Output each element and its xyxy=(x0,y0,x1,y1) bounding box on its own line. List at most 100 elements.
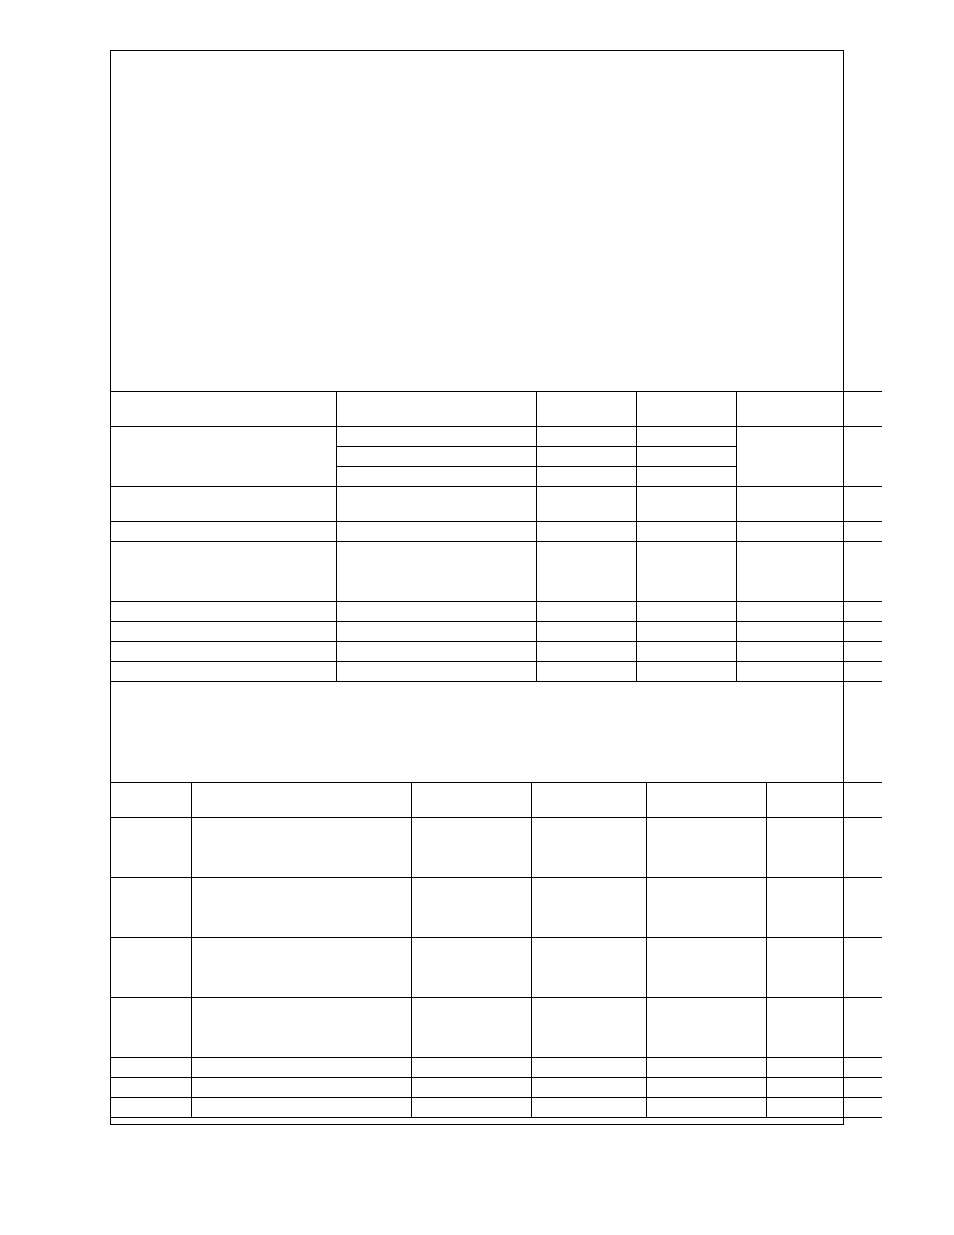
table-1-cell xyxy=(336,447,536,467)
table-1-cell xyxy=(636,542,736,602)
table-1-cell xyxy=(336,662,536,682)
table-2-cell xyxy=(531,938,646,998)
table-2-cell xyxy=(766,783,882,818)
table-1-cell xyxy=(536,602,636,622)
table-1-cell xyxy=(636,467,736,487)
table-2-cell xyxy=(111,998,191,1058)
table-1-cell xyxy=(336,642,536,662)
table-2-cell xyxy=(766,818,882,878)
outer-frame xyxy=(110,50,844,1125)
table-2-cell xyxy=(191,783,411,818)
table-2-cell xyxy=(411,1098,531,1118)
table-1-cell-merged-left xyxy=(111,427,336,487)
table-1-cell xyxy=(736,642,882,662)
table-1-cell xyxy=(336,392,536,427)
table-1-cell xyxy=(536,622,636,642)
table-2-cell xyxy=(646,878,766,938)
mid-blank-region xyxy=(111,682,843,782)
table-2-cell xyxy=(191,1098,411,1118)
table-2-cell xyxy=(191,878,411,938)
table-1-cell xyxy=(536,467,636,487)
table-2-cell xyxy=(531,1098,646,1118)
table-2-cell xyxy=(411,938,531,998)
table-2-cell xyxy=(411,818,531,878)
table-1-cell xyxy=(536,447,636,467)
table-1-cell xyxy=(636,622,736,642)
table-2-cell xyxy=(531,878,646,938)
table-2-cell xyxy=(766,1098,882,1118)
table-2-cell xyxy=(111,1098,191,1118)
table-2 xyxy=(111,782,843,1118)
table-2-cell xyxy=(111,1078,191,1098)
table-2-cell xyxy=(766,1078,882,1098)
table-1-cell xyxy=(536,427,636,447)
table-2-cell xyxy=(531,998,646,1058)
table-1-cell xyxy=(336,602,536,622)
table-2-cell xyxy=(111,938,191,998)
table-2-cell xyxy=(111,878,191,938)
table-2-cell xyxy=(191,818,411,878)
table-1-grid xyxy=(111,391,882,682)
table-1-cell xyxy=(111,392,336,427)
table-1 xyxy=(111,391,843,682)
table-1-cell xyxy=(636,642,736,662)
table-1-cell xyxy=(636,392,736,427)
table-1-cell xyxy=(536,522,636,542)
table-1-cell xyxy=(111,622,336,642)
table-2-cell xyxy=(191,998,411,1058)
table-2-cell xyxy=(646,818,766,878)
table-1-cell xyxy=(111,522,336,542)
table-2-cell xyxy=(646,1058,766,1078)
table-2-cell xyxy=(111,818,191,878)
table-2-cell xyxy=(191,1058,411,1078)
table-1-cell xyxy=(336,522,536,542)
table-2-cell xyxy=(411,878,531,938)
page xyxy=(0,0,954,1235)
table-1-cell xyxy=(111,642,336,662)
table-2-cell xyxy=(646,1098,766,1118)
table-1-cell xyxy=(336,467,536,487)
table-2-cell xyxy=(766,998,882,1058)
table-1-cell xyxy=(536,392,636,427)
table-2-cell xyxy=(191,938,411,998)
table-1-cell xyxy=(111,487,336,522)
table-2-cell xyxy=(766,1058,882,1078)
table-2-cell xyxy=(191,1078,411,1098)
table-1-cell xyxy=(736,522,882,542)
table-1-cell xyxy=(736,392,882,427)
table-2-cell xyxy=(531,1078,646,1098)
table-2-cell xyxy=(111,1058,191,1078)
table-1-cell xyxy=(336,487,536,522)
top-blank-region xyxy=(111,51,843,391)
table-2-cell xyxy=(411,998,531,1058)
table-1-cell xyxy=(636,602,736,622)
table-1-cell xyxy=(736,542,882,602)
table-1-cell xyxy=(636,522,736,542)
table-2-cell xyxy=(531,1058,646,1078)
table-2-cell xyxy=(411,783,531,818)
table-1-cell xyxy=(636,447,736,467)
table-2-cell xyxy=(646,938,766,998)
table-2-cell xyxy=(411,1078,531,1098)
table-2-cell xyxy=(766,938,882,998)
table-1-cell xyxy=(536,487,636,522)
table-1-cell-merged-right xyxy=(736,427,882,487)
table-1-cell xyxy=(111,602,336,622)
table-2-cell xyxy=(766,878,882,938)
table-1-cell xyxy=(636,662,736,682)
table-1-cell xyxy=(636,487,736,522)
table-1-cell xyxy=(536,542,636,602)
table-1-cell xyxy=(536,642,636,662)
table-1-cell xyxy=(111,662,336,682)
table-1-cell xyxy=(736,487,882,522)
table-2-cell xyxy=(111,783,191,818)
table-1-cell xyxy=(336,542,536,602)
table-1-cell xyxy=(736,602,882,622)
table-1-cell xyxy=(336,622,536,642)
table-1-cell xyxy=(636,427,736,447)
table-2-cell xyxy=(646,1078,766,1098)
table-1-cell xyxy=(111,542,336,602)
table-1-cell xyxy=(536,662,636,682)
table-2-grid xyxy=(111,782,882,1118)
table-2-cell xyxy=(531,818,646,878)
